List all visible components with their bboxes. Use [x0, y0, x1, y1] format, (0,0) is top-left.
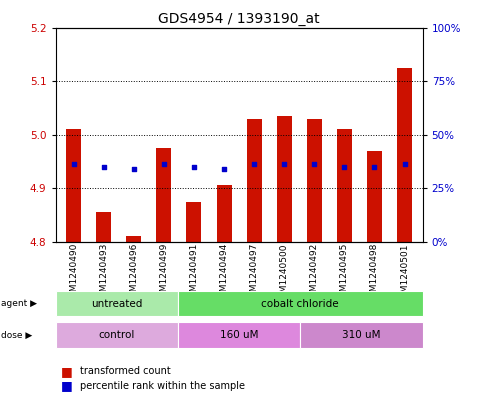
Point	[100, 163, 108, 170]
Bar	[300, 322, 423, 348]
Bar	[307, 119, 322, 242]
Point	[160, 161, 168, 167]
Bar	[126, 236, 142, 242]
Bar	[216, 185, 231, 242]
Bar	[367, 151, 382, 242]
Point	[250, 161, 258, 167]
Point	[220, 166, 228, 173]
Bar	[56, 322, 178, 348]
Bar	[277, 116, 292, 242]
Bar	[247, 119, 262, 242]
Text: untreated: untreated	[91, 299, 142, 309]
Text: 310 uM: 310 uM	[342, 330, 381, 340]
Bar	[337, 129, 352, 242]
Bar	[186, 202, 201, 242]
Text: 160 uM: 160 uM	[220, 330, 258, 340]
Text: ■: ■	[60, 365, 72, 378]
Text: percentile rank within the sample: percentile rank within the sample	[80, 381, 245, 391]
Point	[190, 163, 198, 170]
Bar	[178, 291, 423, 316]
Bar	[178, 322, 300, 348]
Point	[311, 161, 318, 167]
Text: control: control	[99, 330, 135, 340]
Point	[280, 161, 288, 167]
Text: cobalt chloride: cobalt chloride	[261, 299, 339, 309]
Text: agent ▶: agent ▶	[1, 299, 37, 308]
Text: dose ▶: dose ▶	[1, 331, 32, 340]
Bar	[56, 291, 178, 316]
Text: transformed count: transformed count	[80, 366, 170, 376]
Point	[341, 163, 348, 170]
Bar	[397, 68, 412, 242]
Point	[130, 166, 138, 173]
Point	[401, 161, 409, 167]
Point	[370, 163, 378, 170]
Bar	[96, 212, 111, 242]
Bar	[66, 129, 81, 242]
Bar	[156, 148, 171, 242]
Title: GDS4954 / 1393190_at: GDS4954 / 1393190_at	[158, 13, 320, 26]
Point	[70, 161, 77, 167]
Text: ■: ■	[60, 379, 72, 393]
